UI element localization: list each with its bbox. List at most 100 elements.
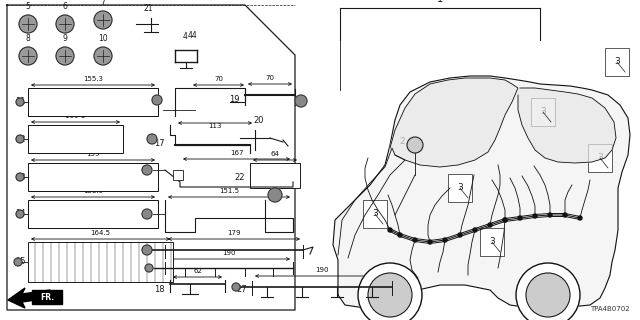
Text: 22: 22: [234, 173, 245, 182]
Circle shape: [398, 233, 402, 237]
Circle shape: [94, 11, 112, 29]
Circle shape: [19, 15, 37, 33]
Circle shape: [548, 213, 552, 217]
Polygon shape: [518, 88, 616, 163]
Circle shape: [473, 228, 477, 232]
Circle shape: [16, 173, 24, 181]
Circle shape: [56, 15, 74, 33]
Circle shape: [358, 263, 422, 320]
Circle shape: [488, 223, 492, 227]
Circle shape: [533, 214, 537, 218]
Text: 158.9: 158.9: [83, 188, 103, 194]
Polygon shape: [333, 76, 630, 308]
Polygon shape: [8, 288, 50, 308]
Circle shape: [526, 273, 570, 317]
Circle shape: [14, 258, 22, 266]
Text: 18: 18: [154, 284, 165, 293]
Circle shape: [142, 165, 152, 175]
Text: 62: 62: [193, 268, 202, 274]
Text: 20: 20: [253, 116, 264, 125]
Circle shape: [503, 218, 507, 222]
Text: 27: 27: [236, 284, 247, 293]
Circle shape: [147, 134, 157, 144]
Text: 23: 23: [149, 213, 160, 222]
Text: 7: 7: [100, 0, 106, 7]
Text: 5: 5: [26, 2, 31, 11]
Bar: [250, 163, 300, 188]
Text: 3: 3: [614, 58, 620, 67]
Text: 2: 2: [399, 138, 405, 147]
Bar: [28, 200, 158, 228]
Text: 14: 14: [15, 210, 26, 219]
Text: 21: 21: [143, 4, 153, 13]
Circle shape: [503, 218, 507, 222]
Circle shape: [388, 228, 392, 232]
Text: 3: 3: [540, 108, 546, 116]
Text: 4: 4: [182, 32, 188, 41]
Text: 8: 8: [26, 34, 30, 43]
Text: 164.5: 164.5: [90, 230, 111, 236]
Circle shape: [268, 188, 282, 202]
Circle shape: [19, 47, 37, 65]
Bar: [28, 125, 123, 153]
Circle shape: [578, 216, 582, 220]
Text: 9: 9: [63, 34, 67, 43]
Text: 190: 190: [222, 250, 236, 256]
Circle shape: [142, 209, 152, 219]
Text: 179: 179: [227, 230, 241, 236]
Circle shape: [16, 98, 24, 106]
Text: 3: 3: [597, 154, 603, 163]
Bar: [28, 88, 158, 116]
Text: 16: 16: [149, 99, 160, 108]
Circle shape: [458, 233, 462, 237]
Text: 3: 3: [372, 210, 378, 219]
Circle shape: [152, 95, 162, 105]
Text: 17: 17: [154, 139, 165, 148]
Text: 159: 159: [86, 151, 100, 157]
Circle shape: [94, 47, 112, 65]
Text: 113: 113: [208, 123, 221, 129]
Circle shape: [407, 137, 423, 153]
Bar: [28, 242, 173, 282]
Text: 190: 190: [316, 267, 329, 273]
Circle shape: [443, 238, 447, 242]
Text: 13: 13: [15, 172, 26, 181]
Text: 3: 3: [489, 237, 495, 246]
Text: 151.5: 151.5: [219, 188, 239, 194]
Circle shape: [563, 213, 567, 217]
Circle shape: [368, 273, 412, 317]
Text: 167: 167: [230, 150, 243, 156]
Text: 70: 70: [266, 75, 275, 81]
Circle shape: [516, 263, 580, 320]
Text: FR.: FR.: [40, 292, 54, 301]
Text: 64: 64: [271, 151, 280, 157]
Text: 44: 44: [188, 31, 198, 40]
Bar: [28, 163, 158, 191]
Circle shape: [413, 238, 417, 242]
Text: 70: 70: [214, 76, 223, 82]
Text: TPA4B0702: TPA4B0702: [590, 306, 630, 312]
Circle shape: [428, 240, 432, 244]
Circle shape: [295, 95, 307, 107]
Text: 1: 1: [437, 0, 443, 4]
Text: 12: 12: [15, 134, 26, 143]
Circle shape: [56, 47, 74, 65]
Circle shape: [232, 283, 240, 291]
Text: 11: 11: [15, 98, 26, 107]
Text: 15: 15: [15, 258, 26, 267]
Text: 24: 24: [150, 170, 160, 179]
Text: 25: 25: [150, 247, 160, 257]
Circle shape: [16, 135, 24, 143]
Text: 10: 10: [98, 34, 108, 43]
Circle shape: [145, 264, 153, 272]
Polygon shape: [390, 78, 518, 167]
Text: 3: 3: [457, 183, 463, 193]
Circle shape: [16, 210, 24, 218]
Text: 155.3: 155.3: [83, 76, 103, 82]
Bar: [32, 290, 62, 304]
Text: 100 1: 100 1: [65, 113, 86, 119]
Circle shape: [518, 216, 522, 220]
Text: 19: 19: [230, 94, 240, 103]
Bar: [173, 170, 183, 180]
Text: 6: 6: [63, 2, 67, 11]
